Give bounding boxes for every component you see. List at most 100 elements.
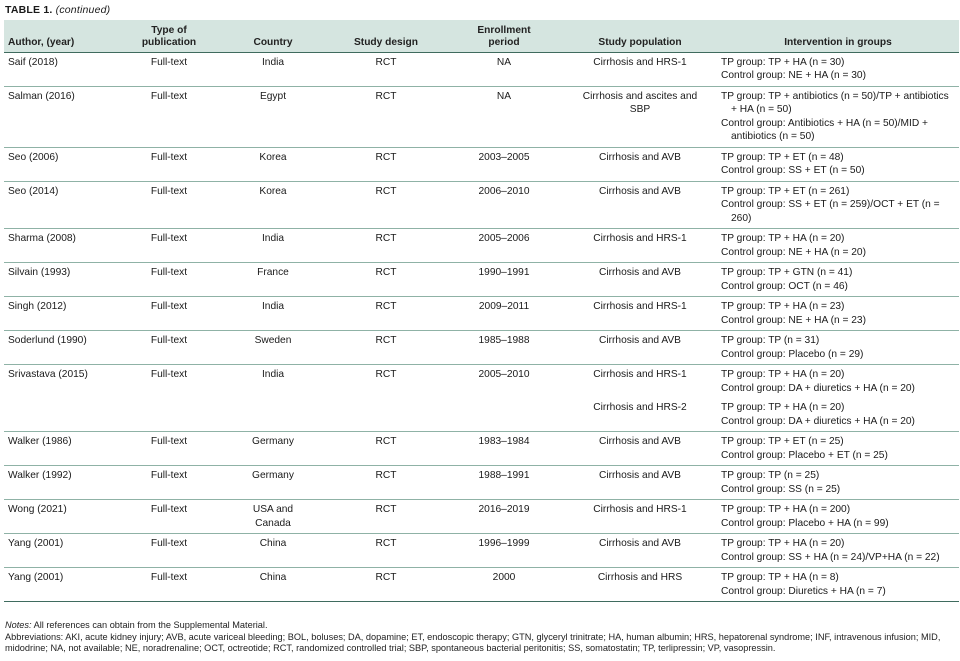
country-cell: Sweden [219,330,327,365]
table-row: Walker (1992) Full-text Germany RCT 1988–199… [4,465,959,500]
publication-type-cell [119,398,219,432]
intervention-cell-line: Control group: SS + ET (n = 259)/OCT + E… [721,199,940,224]
study-population-cell: Cirrhosis and AVB [563,431,717,466]
author-cell: Silvain (1993) [4,262,119,297]
intervention-cell: TP group: TP + ET (n = 261) Control group… [717,181,959,229]
country-cell-line: Canada [255,517,291,529]
enrollment-period-cell: 2005–2010 [478,369,530,380]
study-population-cell: Cirrhosis and HRS [563,567,717,602]
study-population-cell: Cirrhosis and HRS-1 [563,499,717,534]
study-population-cell-line: Cirrhosis and AVB [599,151,681,163]
intervention-cell-line: Control group: SS + ET (n = 50) [721,165,865,176]
enrollment-period-cell: 2016–2019 [445,499,563,534]
publication-type-cell: Full-text [119,86,219,148]
header-enrollment-line2: period [488,37,520,48]
author-cell: Walker (1986) [4,431,119,466]
study-population-cell-line: Cirrhosis and AVB [599,436,681,447]
author-cell: Seo (2014) [4,181,119,229]
country-cell-line: Germany [252,436,294,447]
publication-type-cell: Full-text [119,228,219,263]
study-population-cell-line: Cirrhosis and AVB [599,538,681,549]
publication-type-cell: Full-text [119,52,219,87]
study-population-cell: Cirrhosis and AVB [563,181,717,229]
study-population-cell: Cirrhosis and AVB [563,533,717,568]
country-cell: China [219,533,327,568]
author-cell: Sharma (2008) [4,228,119,263]
author-cell: Wong (2021) [4,499,119,534]
publication-type-cell: Full-text [119,567,219,602]
table-row: Yang (2001) Full-text China RCT 1996–1999 Cir… [4,533,959,568]
country-cell-line: China [259,538,287,549]
intervention-cell-line: Control group: NE + HA (n = 20) [721,246,866,258]
intervention-cell-line: Control group: NE + HA (n = 23) [721,314,866,326]
intervention-cell-line: Control group: Placebo + HA (n = 99) [721,517,889,529]
country-cell-line: Korea [259,151,287,163]
table-row: Cirrhosis and HRS-2 TP group: TP + HA (n … [4,398,959,432]
country-cell [219,398,327,432]
publication-type-cell: Full-text [119,181,219,229]
publication-type-cell: Full-text [150,369,188,380]
intervention-cell-line: Control group: DA + diuretics + HA (n = … [721,382,915,394]
header-author: Author, (year) [4,20,119,53]
table-body: Saif (2018) Full-text India RCT NA Cirrhosis … [4,52,959,602]
publication-type-cell: Full-text [119,296,219,331]
table-row: Soderlund (1990) Full-text Sweden RCT 1985–1… [4,330,959,365]
intervention-cell: TP group: TP + HA (n = 8) Control group: … [717,567,959,602]
country-cell: India [219,296,327,331]
country-cell: Germany [219,465,327,500]
intervention-cell-line: TP group: TP + HA (n = 23) [721,301,845,312]
enrollment-period-cell: 1983–1984 [445,431,563,466]
country-cell: China [219,567,327,602]
author-cell [4,398,119,432]
country-cell-line: France [257,267,289,278]
study-design-cell [327,398,445,432]
study-design-cell: RCT [327,228,445,263]
study-population-cell-line: Cirrhosis and HRS-1 [593,504,687,515]
country-cell-line: India [261,301,285,312]
study-population-cell: Cirrhosis and ascites and SBP [563,86,717,148]
study-population-cell-line: Cirrhosis and HRS-2 [593,402,687,413]
study-design-cell: RCT [327,431,445,466]
table-row: Saif (2018) Full-text India RCT NA Cirrhosis … [4,52,959,87]
study-population-cell-line: Cirrhosis and HRS-1 [593,233,687,244]
intervention-cell-line: TP group: TP + HA (n = 20) [721,369,845,380]
header-publication-type-line2: publication [141,37,197,48]
country-cell: India [219,365,327,399]
intervention-cell-line: Control group: DA + diuretics + HA (n = … [721,415,915,427]
table-row: Wong (2021) Full-text USA and Canada RCT 2016… [4,499,959,534]
intervention-cell-line: TP group: TP (n = 31) [721,335,820,346]
notes-label: Notes: [5,620,32,630]
country-cell: France [219,262,327,297]
author-cell: Soderlund (1990) [4,330,119,365]
table-row: Seo (2006) Full-text Korea RCT 2003–2005 Cirr… [4,147,959,182]
study-population-cell-line: Cirrhosis and HRS-1 [593,56,687,68]
study-population-cell: Cirrhosis and HRS-2 [563,398,717,432]
study-population-cell: Cirrhosis and HRS-1 [563,296,717,331]
intervention-cell: TP group: TP (n = 25) Control group: SS (… [717,465,959,500]
study-design-cell: RCT [327,330,445,365]
country-cell-line: Korea [259,185,287,197]
author-cell: Saif (2018) [4,52,119,87]
enrollment-period-cell: 1988–1991 [445,465,563,500]
header-study-population: Study population [563,20,717,53]
author-cell: Seo (2006) [4,147,119,182]
enrollment-period-cell: NA [445,86,563,148]
intervention-cell-line: TP group: TP + HA (n = 20) [721,233,845,244]
country-cell-line: India [261,233,285,244]
country-cell-line: Germany [252,470,294,481]
intervention-cell: TP group: TP (n = 31) Control group: Plac… [717,330,959,365]
enrollment-period-cell: 2003–2005 [445,147,563,182]
intervention-cell-line: Control group: SS (n = 25) [721,483,841,495]
intervention-cell: TP group: TP + HA (n = 20) Control group:… [717,365,959,399]
study-population-cell-line: Cirrhosis and AVB [599,470,681,481]
table-caption-continued: (continued) [55,4,111,16]
intervention-cell-line: TP group: TP + HA (n = 200) [721,504,851,515]
author-cell: Srivastava (2015) [8,369,88,380]
intervention-cell: TP group: TP + HA (n = 20) Control group:… [717,228,959,263]
intervention-cell-line: Control group: SS + HA (n = 24)/VP+HA (n… [721,551,940,563]
intervention-cell-line: Control group: Diuretics + HA (n = 7) [721,585,886,597]
enrollment-period-cell: 2005–2006 [445,228,563,263]
intervention-cell: TP group: TP + HA (n = 20) Control group:… [717,398,959,432]
country-cell-line: India [261,56,285,68]
